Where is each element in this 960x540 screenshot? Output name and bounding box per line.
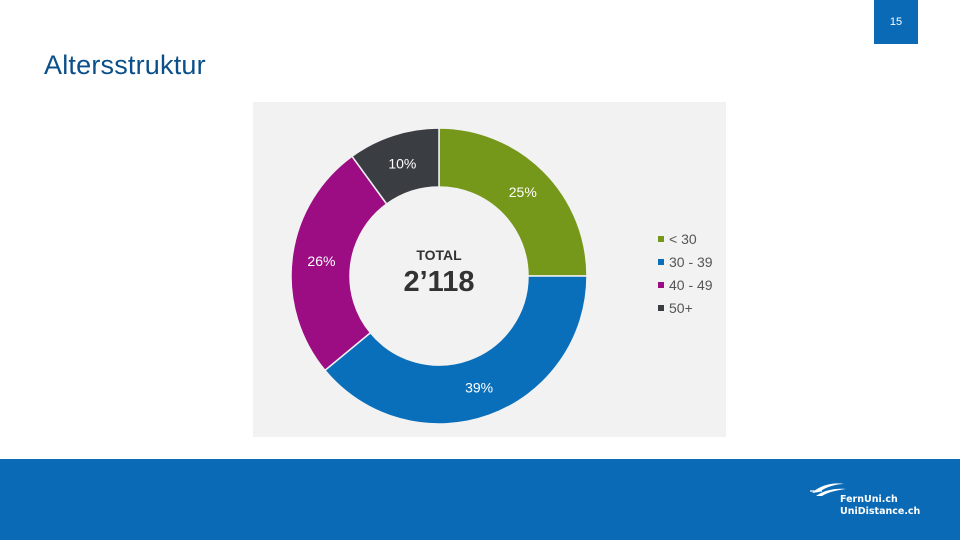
slice-percent-label: 25% xyxy=(509,184,537,200)
legend-label: 50+ xyxy=(669,300,693,316)
donut-slice xyxy=(290,155,388,372)
footer-bar xyxy=(0,459,960,540)
center-label: TOTAL xyxy=(416,247,462,263)
swoosh-logo-icon xyxy=(810,483,846,496)
logo-line-2: UniDistance.ch xyxy=(840,506,921,517)
donut-slice xyxy=(438,127,588,277)
logo-line-1: FernUni.ch xyxy=(840,494,898,505)
legend-swatch xyxy=(658,305,664,311)
legend-label: < 30 xyxy=(669,231,697,247)
fernuni-logo: FernUni.ch UniDistance.ch xyxy=(810,479,920,521)
legend-swatch xyxy=(658,282,664,288)
donut-slice xyxy=(350,127,440,206)
legend-label: 30 - 39 xyxy=(669,254,713,270)
legend-swatch xyxy=(658,259,664,265)
donut-slice xyxy=(323,275,588,425)
slice-percent-label: 39% xyxy=(465,379,493,395)
legend-swatch xyxy=(658,236,664,242)
slice-percent-label: 10% xyxy=(388,155,416,171)
page-number: 15 xyxy=(874,0,918,44)
chart-legend: < 30 30 - 39 40 - 49 50+ xyxy=(658,231,713,316)
slide-title: Altersstruktur xyxy=(44,50,206,80)
center-total-value: 2’118 xyxy=(404,266,475,298)
donut-chart-panel: 25% 39% 26% 10% TOTAL 2’118 < 30 30 - 39 40 -… xyxy=(253,102,726,437)
slice-percent-label: 26% xyxy=(307,253,335,269)
legend-label: 40 - 49 xyxy=(669,277,713,293)
donut-chart: 25% 39% 26% 10% TOTAL 2’118 < 30 30 - 39 40 -… xyxy=(290,127,713,425)
